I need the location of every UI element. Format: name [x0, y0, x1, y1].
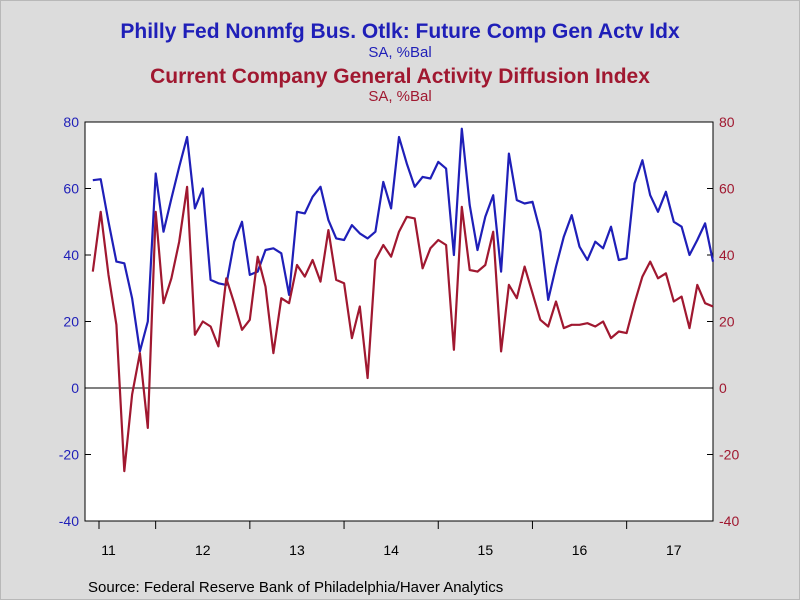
x-tick-label: 11 [101, 542, 116, 558]
y-tick-label-left: 0 [71, 380, 79, 396]
series-line-current-activity [91, 185, 714, 473]
y-tick-label-left: 80 [63, 114, 79, 130]
y-tick-label-right: 60 [719, 181, 735, 197]
source-note: Source: Federal Reserve Bank of Philadel… [88, 579, 504, 596]
y-tick-label-right: 40 [719, 247, 735, 263]
series-line-future-activity [92, 127, 715, 353]
y-tick-label-left: -20 [59, 447, 79, 463]
series1-subtitle: SA, %Bal [368, 44, 432, 61]
series2-title: Current Company General Activity Diffusi… [150, 65, 650, 88]
y-tick-label-right: 80 [719, 114, 735, 130]
x-tick-label: 16 [572, 542, 588, 558]
x-tick-label: 13 [289, 542, 305, 558]
x-tick-label: 12 [195, 542, 211, 558]
y-tick-label-right: -40 [719, 513, 739, 529]
y-tick-label-right: 20 [719, 314, 735, 330]
y-tick-label-left: 60 [63, 181, 79, 197]
series2-subtitle: SA, %Bal [368, 88, 432, 105]
series1-title: Philly Fed Nonmfg Bus. Otlk: Future Comp… [120, 20, 680, 43]
plot-area [84, 121, 714, 522]
y-tick-label-left: 20 [63, 314, 79, 330]
y-tick-label-right: -20 [719, 447, 739, 463]
y-tick-label-left: 40 [63, 247, 79, 263]
x-tick-label: 17 [666, 542, 682, 558]
y-tick-label-left: -40 [59, 513, 79, 529]
x-tick-label: 15 [478, 542, 494, 558]
y-tick-label-right: 0 [719, 380, 727, 396]
x-tick-label: 14 [383, 542, 399, 558]
